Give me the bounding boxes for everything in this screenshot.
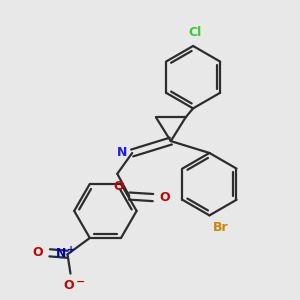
Text: N: N	[56, 247, 66, 260]
Text: Br: Br	[213, 221, 229, 234]
Text: +: +	[67, 245, 75, 255]
Text: −: −	[76, 277, 85, 287]
Text: Cl: Cl	[189, 26, 202, 39]
Text: O: O	[113, 180, 124, 193]
Text: O: O	[32, 246, 43, 259]
Text: N: N	[116, 146, 127, 159]
Text: O: O	[64, 279, 74, 292]
Text: O: O	[160, 191, 170, 204]
